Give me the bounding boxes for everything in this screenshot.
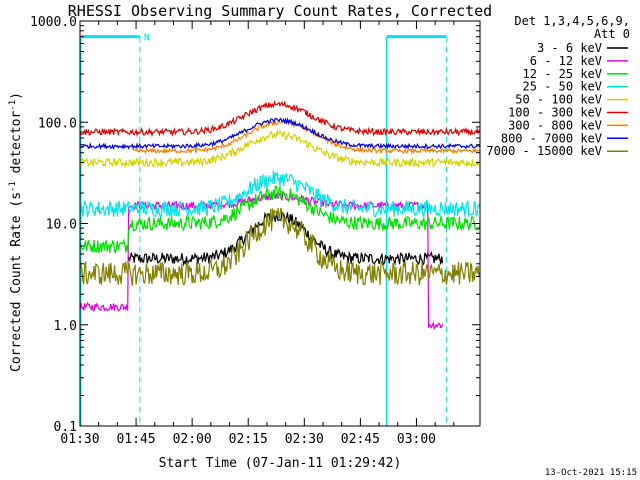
plot-area: N — [79, 33, 481, 426]
chart-title: RHESSI Observing Summary Count Rates, Co… — [68, 2, 492, 20]
series-line-7 — [79, 116, 481, 151]
series-line-8 — [79, 207, 481, 286]
x-axis-label: Start Time (07-Jan-11 01:29:42) — [159, 456, 402, 471]
legend-label-7: 800 - 7000 keV — [501, 131, 602, 145]
x-tick-label-4: 02:30 — [285, 432, 324, 447]
y-tick-label-3: 1.0 — [54, 319, 77, 334]
legend-label-2: 12 - 25 keV — [523, 67, 602, 81]
x-tick-label-6: 03:00 — [397, 432, 436, 447]
y-tick-label-1: 100.0 — [38, 116, 77, 131]
legend-label-6: 300 - 800 keV — [508, 118, 602, 132]
legend-label-1: 6 - 12 keV — [530, 54, 602, 68]
night-bar-label: N — [144, 33, 150, 44]
legend-label-4: 50 - 100 keV — [515, 93, 602, 107]
y-tick-label-4: 0.1 — [54, 420, 77, 435]
y-axis-label: Corrected Count Rate (s-1 detector-1) — [8, 92, 24, 372]
y-axis: 1000.0 100.0 10.0 1.0 0.1 — [30, 15, 480, 435]
footer-timestamp: 13-Oct-2021 15:15 — [545, 468, 637, 478]
x-tick-label-5: 02:45 — [341, 432, 380, 447]
y-tick-label-2: 10.0 — [46, 218, 77, 233]
x-tick-label-3: 02:15 — [229, 432, 268, 447]
x-tick-label-2: 02:00 — [173, 432, 212, 447]
legend-label-0: 3 - 6 keV — [537, 41, 602, 55]
series-line-2 — [79, 184, 481, 254]
legend-label-3: 25 - 50 keV — [523, 80, 602, 94]
legend-header-detectors: Det 1,3,4,5,6,9, — [514, 14, 630, 28]
legend-label-5: 100 - 300 keV — [508, 106, 602, 120]
series-line-6 — [132, 120, 481, 155]
y-tick-label-0: 1000.0 — [30, 15, 77, 30]
x-tick-label-1: 01:45 — [117, 432, 156, 447]
legend-label-8: 7000 - 15000 keV — [486, 144, 602, 158]
series-line-3 — [79, 170, 481, 219]
x-axis: 01:30 01:45 02:00 02:15 02:30 02:45 03:00 — [60, 21, 455, 447]
x-tick-label-0: 01:30 — [60, 432, 99, 447]
series-line-4 — [79, 129, 481, 169]
legend-header-attenuator: Att 0 — [594, 27, 630, 41]
series-line-5 — [79, 99, 481, 138]
